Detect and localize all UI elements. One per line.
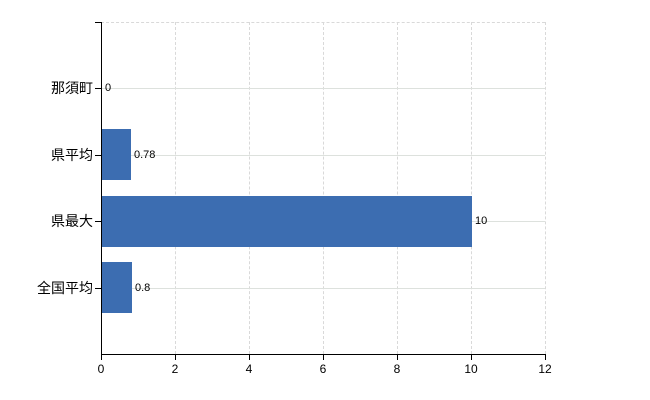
y-tick-mark bbox=[95, 154, 101, 156]
bar bbox=[102, 195, 472, 247]
x-tick-mark bbox=[175, 354, 176, 360]
bar-value-label: 10 bbox=[475, 215, 488, 228]
x-tick-label: 8 bbox=[393, 362, 401, 376]
grid-line-vertical bbox=[249, 22, 250, 354]
grid-line-horizontal bbox=[101, 287, 545, 289]
bar bbox=[102, 262, 132, 314]
grid-line-horizontal bbox=[101, 88, 545, 90]
grid-line-vertical bbox=[175, 22, 176, 354]
category-label: 全国平均 bbox=[37, 279, 93, 296]
y-axis bbox=[101, 22, 102, 355]
x-tick-mark bbox=[249, 354, 250, 360]
bar-value-label: 0.78 bbox=[134, 148, 156, 161]
x-tick-mark bbox=[323, 354, 324, 360]
x-tick-label: 2 bbox=[171, 362, 179, 376]
bar bbox=[102, 129, 131, 181]
category-label: 県平均 bbox=[51, 146, 93, 163]
x-tick-mark bbox=[471, 354, 472, 360]
grid-line-vertical bbox=[545, 22, 546, 354]
y-tick-mark bbox=[95, 22, 101, 23]
x-tick-mark bbox=[397, 354, 398, 360]
x-tick-label: 0 bbox=[97, 362, 105, 376]
grid-line-vertical bbox=[323, 22, 324, 354]
x-tick-label: 6 bbox=[319, 362, 327, 376]
y-tick-mark bbox=[95, 221, 101, 223]
y-tick-mark bbox=[95, 287, 101, 289]
bar-value-label: 0 bbox=[105, 82, 112, 95]
grid-line-horizontal bbox=[101, 154, 545, 156]
category-label: 那須町 bbox=[51, 80, 93, 97]
grid-line-vertical bbox=[397, 22, 398, 354]
bar-value-label: 0.8 bbox=[135, 281, 151, 294]
category-label: 県最大 bbox=[51, 213, 93, 230]
x-tick-label: 4 bbox=[245, 362, 253, 376]
grid-line-vertical bbox=[471, 22, 472, 354]
x-tick-label: 12 bbox=[538, 362, 552, 376]
y-tick-mark bbox=[95, 88, 101, 90]
x-tick-mark bbox=[545, 354, 546, 360]
x-tick-mark bbox=[101, 354, 102, 360]
x-tick-label: 10 bbox=[464, 362, 478, 376]
